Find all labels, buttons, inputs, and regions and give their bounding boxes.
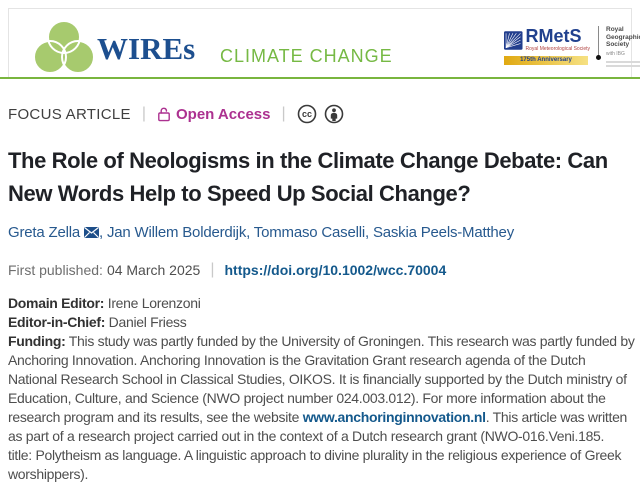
funding-line: research program and its results, see th…: [8, 408, 640, 427]
funding-line: National Research School in Classical St…: [8, 371, 627, 387]
wires-journal-name: CLIMATE CHANGE: [220, 46, 393, 66]
wires-trefoil-icon: [33, 20, 95, 74]
divider: |: [281, 105, 286, 122]
domain-editor-line: Domain Editor: Irene Lorenzoni: [8, 294, 640, 313]
open-access-badge: Open Access: [157, 105, 271, 123]
funding-label: Funding:: [8, 333, 66, 349]
rgs-name-line1: Royal: [606, 26, 624, 33]
funding-line: Funding: This study was partly funded by…: [8, 332, 640, 351]
rgs-tagline-decoration: [606, 61, 640, 67]
rmets-subtitle: Royal Meteorological Society: [525, 46, 590, 52]
rgs-line-dot-icon: [596, 26, 606, 64]
title-line-2: New Words Help to Speed Up Social Change…: [8, 181, 471, 206]
domain-editor-name: Irene Lorenzoni: [104, 295, 201, 311]
rgs-name-line2: Geographical: [606, 33, 640, 41]
cc-icon[interactable]: cc: [297, 104, 317, 124]
rgs-logo[interactable]: Royal Geographical Society with IBG: [596, 26, 640, 69]
page-title: The Role of Neologisms in the Climate Ch…: [8, 144, 640, 210]
rgs-name-line3: Society: [606, 41, 630, 48]
doi-link[interactable]: https://doi.org/10.1002/wcc.70004: [224, 262, 447, 278]
published-date: 04 March 2025: [106, 262, 201, 278]
anchoring-innovation-link[interactable]: www.anchoringinnovation.nl: [302, 409, 486, 425]
header-card: [8, 8, 632, 78]
author-separator: ,: [246, 224, 254, 241]
open-access-label: Open Access: [175, 105, 271, 123]
funding-text: This study was partly funded by the Univ…: [65, 333, 635, 349]
published-line: First published: 04 March 2025 | https:/…: [8, 261, 640, 279]
envelope-icon[interactable]: [84, 227, 99, 238]
divider: |: [141, 105, 146, 122]
author-name[interactable]: Tommaso Caselli: [253, 224, 365, 241]
funding-text: research program and its results, see th…: [8, 409, 303, 425]
title-line-1: The Role of Neologisms in the Climate Ch…: [8, 148, 608, 173]
rmets-sunburst-icon: [504, 31, 523, 50]
rmets-name: RMetS: [525, 26, 582, 46]
funding-line: title: Polytheism as language. A linguis…: [8, 447, 622, 463]
domain-editor-label: Domain Editor:: [8, 295, 105, 311]
funding-line: Education, Culture, and Science (NWO pro…: [8, 390, 606, 406]
author-name[interactable]: Jan Willem Bolderdijk: [106, 224, 247, 241]
author-separator: ,: [99, 224, 107, 241]
published-label: First published:: [8, 262, 103, 278]
editor-in-chief-name: Daniel Friess: [105, 314, 187, 330]
funding-line: worshippers).: [8, 466, 89, 482]
funding-line: as part of a research project carried ou…: [8, 428, 605, 444]
editor-in-chief-label: Editor-in-Chief:: [8, 314, 106, 330]
author-separator: ,: [365, 224, 373, 241]
divider: |: [210, 261, 215, 278]
wires-wordmark: WIREs: [97, 31, 196, 66]
author-name[interactable]: Greta Zella: [8, 224, 80, 241]
open-padlock-icon: [158, 107, 170, 122]
svg-text:cc: cc: [302, 109, 312, 119]
rmets-logo[interactable]: RMetS Royal Meteorological Society 175th…: [504, 27, 590, 65]
editors-and-funding: Domain Editor: Irene Lorenzoni Editor-in…: [8, 294, 640, 484]
article-header-region: FOCUS ARTICLE | Open Access | cc The Rol…: [8, 103, 640, 484]
funding-text: . This article was written: [485, 409, 628, 425]
rgs-with-ibg: with IBG: [606, 50, 625, 57]
authors-line: Greta Zella , Jan Willem Bolderdijk, Tom…: [8, 224, 640, 241]
article-type-label: FOCUS ARTICLE: [8, 105, 131, 123]
cc-by-person-icon[interactable]: [324, 104, 344, 124]
rmets-anniversary-banner: 175th Anniversary: [504, 56, 588, 65]
green-divider-rule: [0, 77, 640, 79]
article-meta-row: FOCUS ARTICLE | Open Access | cc: [8, 103, 640, 125]
author-name[interactable]: Saskia Peels-Matthey: [372, 224, 515, 241]
funding-line: Anchoring Innovation. Anchoring Innovati…: [8, 352, 586, 368]
editor-in-chief-line: Editor-in-Chief: Daniel Friess: [8, 313, 640, 332]
